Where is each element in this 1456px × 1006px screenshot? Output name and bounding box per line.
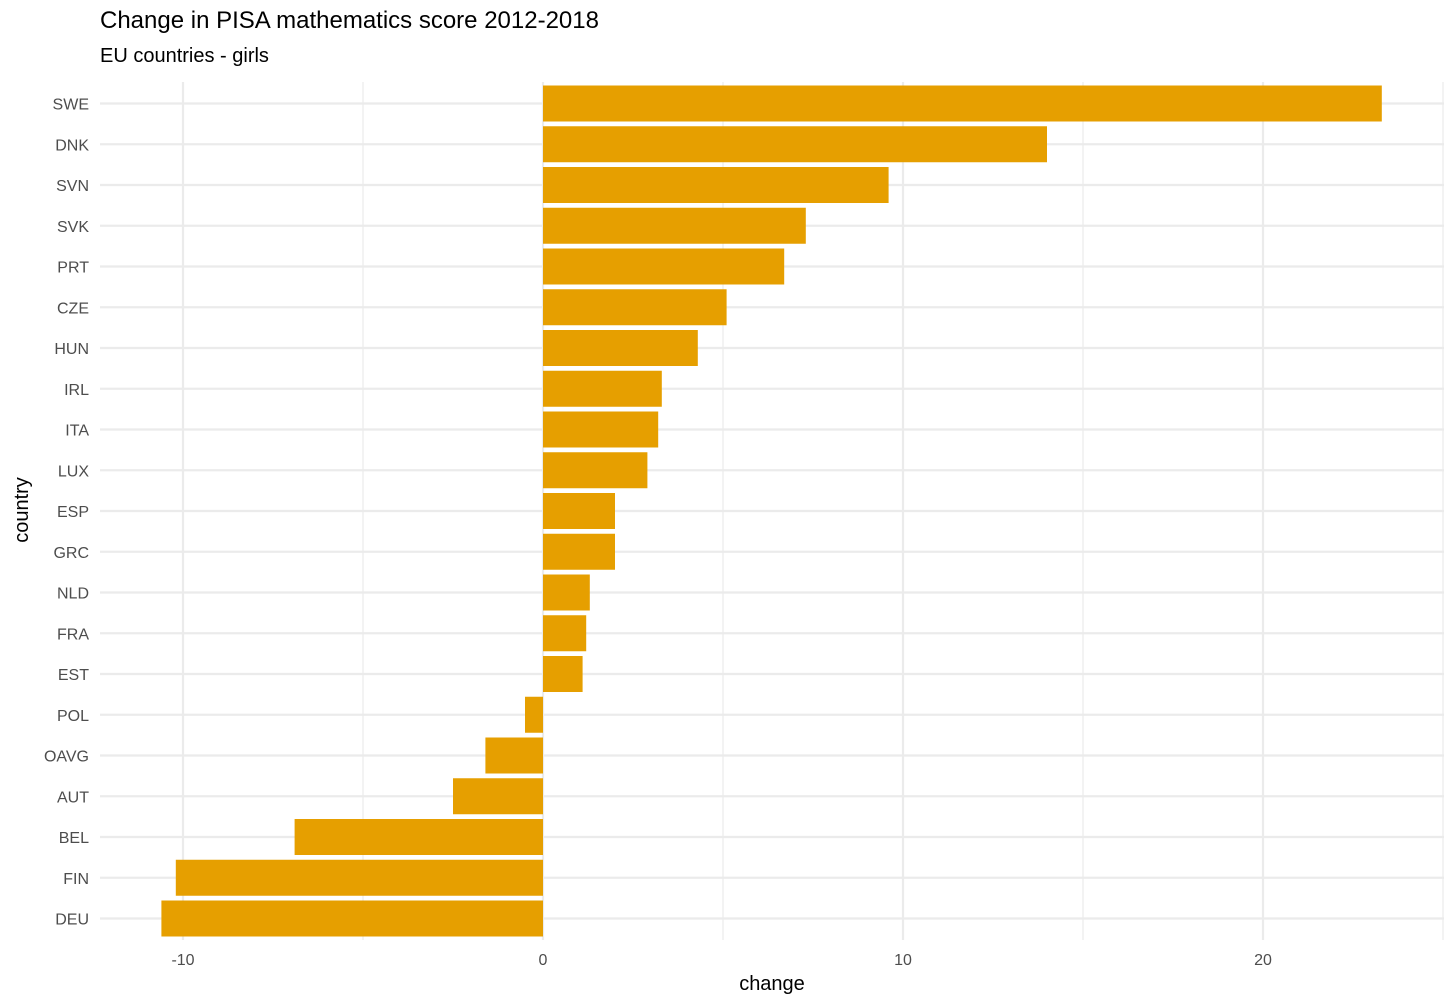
x-tick-label: 0 (539, 952, 548, 969)
bar-fin (175, 859, 544, 896)
bar-oavg (485, 737, 543, 774)
y-tick-label-lux: LUX (58, 463, 89, 480)
y-tick-label-aut: AUT (57, 789, 89, 806)
bar-grc (543, 533, 615, 570)
bar-deu (161, 900, 543, 937)
x-tick-label: 10 (894, 952, 912, 969)
bar-bel (294, 819, 543, 855)
bar-lux (543, 452, 648, 489)
bar-aut (453, 778, 543, 815)
bar-svk (543, 207, 806, 244)
y-tick-label-cze: CZE (57, 300, 89, 317)
x-tick-label: 20 (1254, 952, 1272, 969)
y-tick-label-oavg: OAVG (44, 749, 89, 766)
bar-nld (543, 574, 590, 611)
y-tick-label-dnk: DNK (55, 137, 89, 154)
y-tick-label-deu: DEU (55, 912, 89, 929)
y-tick-label-swe: SWE (53, 97, 89, 114)
bar-ita (543, 411, 659, 448)
y-tick-label-prt: PRT (57, 260, 89, 277)
y-axis-label: country (11, 477, 33, 543)
y-tick-label-svk: SVK (57, 219, 89, 236)
bar-esp (543, 493, 615, 529)
bar-irl (543, 370, 662, 407)
bar-pol (525, 696, 543, 733)
bar-cze (543, 289, 727, 326)
bar-fra (543, 615, 587, 652)
bars (161, 85, 1382, 937)
y-tick-label-svn: SVN (56, 178, 89, 195)
bar-svn (543, 167, 889, 203)
y-tick-label-ita: ITA (65, 423, 89, 440)
x-axis-tick-labels: -10 0 10 20 (171, 952, 1272, 969)
chart-subtitle: EU countries - girls (100, 45, 269, 67)
y-tick-label-fra: FRA (57, 626, 89, 643)
bar-hun (543, 330, 698, 366)
y-tick-label-pol: POL (57, 708, 89, 725)
bar-prt (543, 248, 785, 285)
y-tick-label-est: EST (58, 667, 89, 684)
x-tick-label: -10 (171, 952, 194, 969)
y-tick-label-fin: FIN (63, 871, 89, 888)
bar-dnk (543, 126, 1047, 163)
y-tick-label-nld: NLD (57, 586, 89, 603)
y-tick-label-hun: HUN (54, 341, 89, 358)
y-tick-label-bel: BEL (59, 830, 89, 847)
y-tick-label-irl: IRL (64, 382, 89, 399)
chart-title: Change in PISA mathematics score 2012-20… (100, 7, 599, 34)
bar-est (543, 656, 583, 692)
x-axis-label: change (739, 973, 805, 995)
bar-swe (543, 85, 1382, 122)
y-axis-tick-labels: SWE DNK SVN SVK PRT CZE HUN IRL ITA LUX ESP GRC NLD F… (44, 97, 89, 929)
y-tick-label-grc: GRC (53, 545, 89, 562)
y-tick-label-esp: ESP (57, 504, 89, 521)
